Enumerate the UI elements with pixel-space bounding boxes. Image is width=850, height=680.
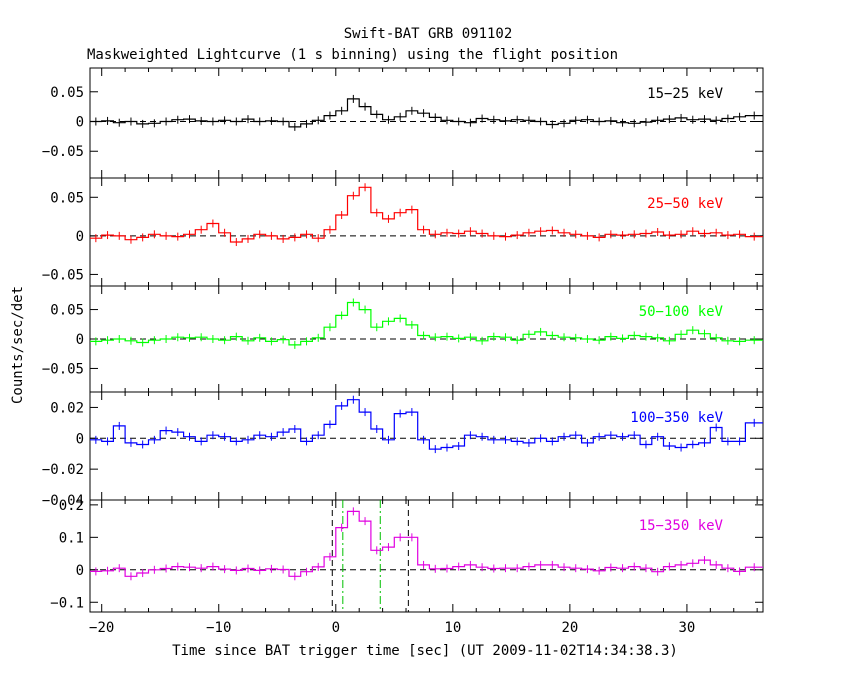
x-tick-label: 30	[678, 620, 695, 636]
panel-label: 15−25 keV	[647, 86, 723, 102]
y-tick-label: 0.1	[59, 530, 84, 546]
panel-label: 15−350 keV	[639, 518, 724, 534]
y-tick-label: 0.05	[50, 190, 84, 206]
y-tick-label: 0	[76, 431, 84, 447]
x-tick-label: 20	[561, 620, 578, 636]
chart-subtitle: Maskweighted Lightcurve (1 s binning) us…	[87, 47, 618, 63]
panel-2: 0.05 0 −0.05 25−50 keV	[42, 177, 764, 287]
panel-frame	[89, 391, 764, 501]
y-tick-label: 0	[76, 115, 84, 131]
y-tick-label: 0.05	[50, 303, 84, 319]
y-axis-label: Counts/sec/det	[10, 286, 26, 404]
y-tick-label: −0.04	[42, 493, 84, 509]
y-tick-label: 0	[76, 332, 84, 348]
series-line	[90, 510, 763, 577]
x-tick-label: −10	[206, 620, 231, 636]
panel-1: 0.05 0 −0.05 15−25 keV	[42, 67, 764, 179]
panel-4: 0.02 0 −0.02 −0.04 100−350 keV	[42, 391, 764, 509]
y-tick-label: 0.05	[50, 85, 84, 101]
y-tick-label: −0.1	[50, 595, 84, 611]
x-tick-label: −20	[89, 620, 114, 636]
panel-5: 0.2 0.1 0 −0.1 15−350 keV	[50, 498, 764, 613]
panel-label: 50−100 keV	[639, 304, 724, 320]
series-line	[90, 98, 763, 128]
x-axis-label: Time since BAT trigger time [sec] (UT 20…	[172, 643, 678, 659]
chart-title: Swift-BAT GRB 091102	[344, 26, 513, 42]
panel-3: 0.05 0 −0.05 50−100 keV	[42, 285, 764, 393]
panel-label: 100−350 keV	[630, 410, 723, 426]
y-tick-label: 0	[76, 229, 84, 245]
panel-label: 25−50 keV	[647, 196, 723, 212]
y-tick-label: 0.02	[50, 400, 84, 416]
panel-frame	[89, 67, 764, 179]
y-tick-label: −0.02	[42, 462, 84, 478]
y-tick-label: −0.05	[42, 361, 84, 377]
y-tick-label: 0.2	[59, 498, 84, 514]
y-tick-label: −0.05	[42, 144, 84, 160]
y-tick-label: 0	[76, 563, 84, 579]
x-tick-label: 10	[444, 620, 461, 636]
panel-frame	[89, 499, 764, 613]
y-tick-label: −0.05	[42, 267, 84, 283]
x-tick-label: 0	[332, 620, 340, 636]
